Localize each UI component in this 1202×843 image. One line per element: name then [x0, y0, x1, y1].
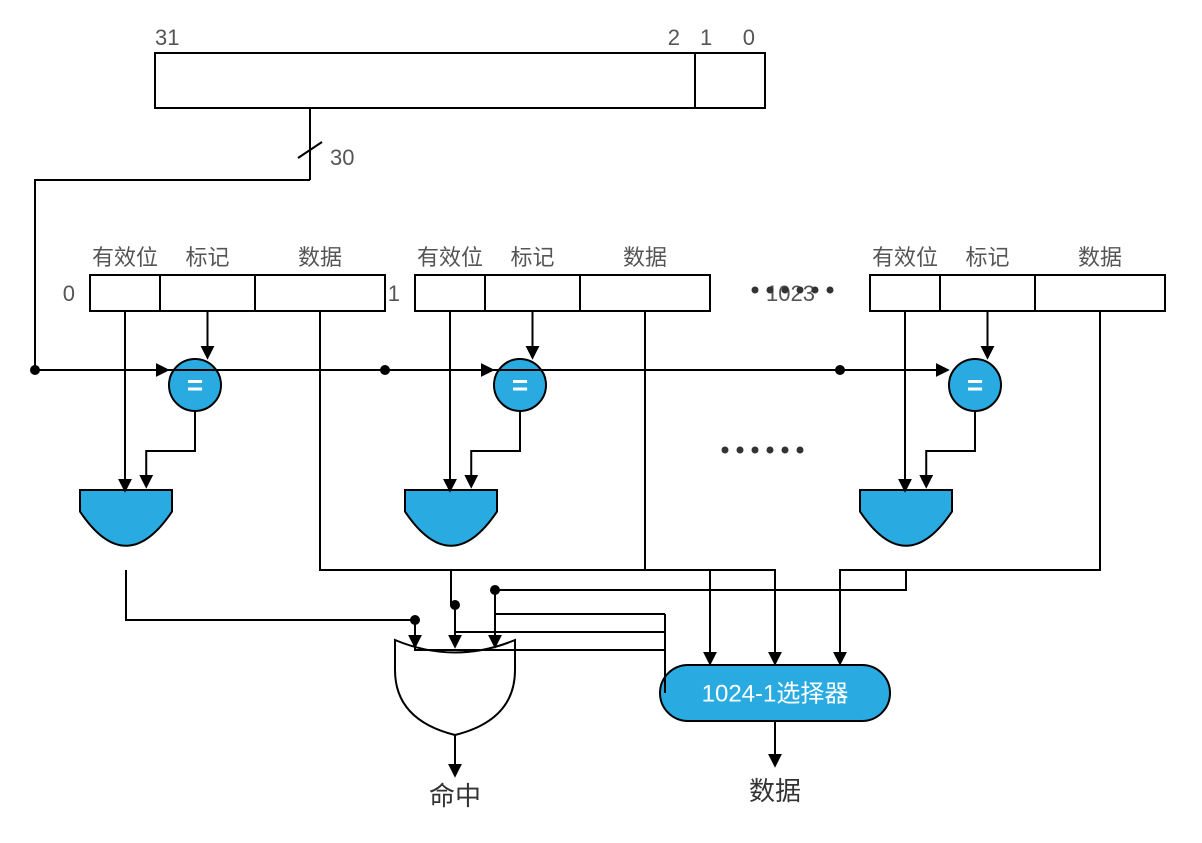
hit-label: 命中 — [429, 781, 481, 811]
header-valid: 有效位 — [92, 245, 158, 270]
data-output-label: 数据 — [749, 776, 801, 806]
address-bus: 30 — [30, 108, 354, 375]
header-valid: 有效位 — [872, 245, 938, 270]
svg-text:=: = — [187, 370, 203, 401]
and-gate-2 — [860, 490, 952, 546]
cache-entry-0: 0 有效位 标记 数据 — [63, 245, 385, 311]
bit-label-2: 2 — [668, 25, 680, 50]
bit-label-1: 1 — [700, 25, 712, 50]
entry-index: 0 — [63, 281, 75, 306]
entry-index: 1 — [388, 281, 400, 306]
header-data: 数据 — [298, 245, 342, 270]
comparator-2: = — [949, 359, 1001, 411]
cache-diagram: 31 2 1 0 30 0有效位标记数据=1有效位标记数据=1023有效位标记数… — [0, 0, 1202, 843]
mux-label: 1024-1选择器 — [702, 681, 849, 708]
bit-label-31: 31 — [155, 25, 179, 50]
header-data: 数据 — [623, 245, 667, 270]
cache-entry-2: 1023 有效位 标记 数据 — [766, 245, 1165, 311]
comparator-1: = — [494, 359, 546, 411]
cache-entry-1: 1 有效位 标记 数据 — [388, 245, 710, 311]
and-gate-1 — [405, 490, 497, 546]
bus-width-label: 30 — [330, 145, 354, 170]
bit-label-0: 0 — [743, 25, 755, 50]
svg-text:=: = — [967, 370, 983, 401]
comparator-0: = — [169, 359, 221, 411]
header-tag: 标记 — [510, 245, 554, 270]
and-gate-0 — [80, 490, 172, 546]
ellipsis-wires — [722, 447, 804, 454]
or-gate — [395, 640, 515, 735]
header-valid: 有效位 — [417, 245, 483, 270]
header-tag: 标记 — [965, 245, 1009, 270]
header-tag: 标记 — [185, 245, 229, 270]
header-data: 数据 — [1078, 245, 1122, 270]
svg-text:=: = — [512, 370, 528, 401]
address-register: 31 2 1 0 — [155, 25, 765, 108]
entry-index: 1023 — [766, 281, 815, 306]
mux-selector: 1024-1选择器 — [660, 665, 890, 721]
